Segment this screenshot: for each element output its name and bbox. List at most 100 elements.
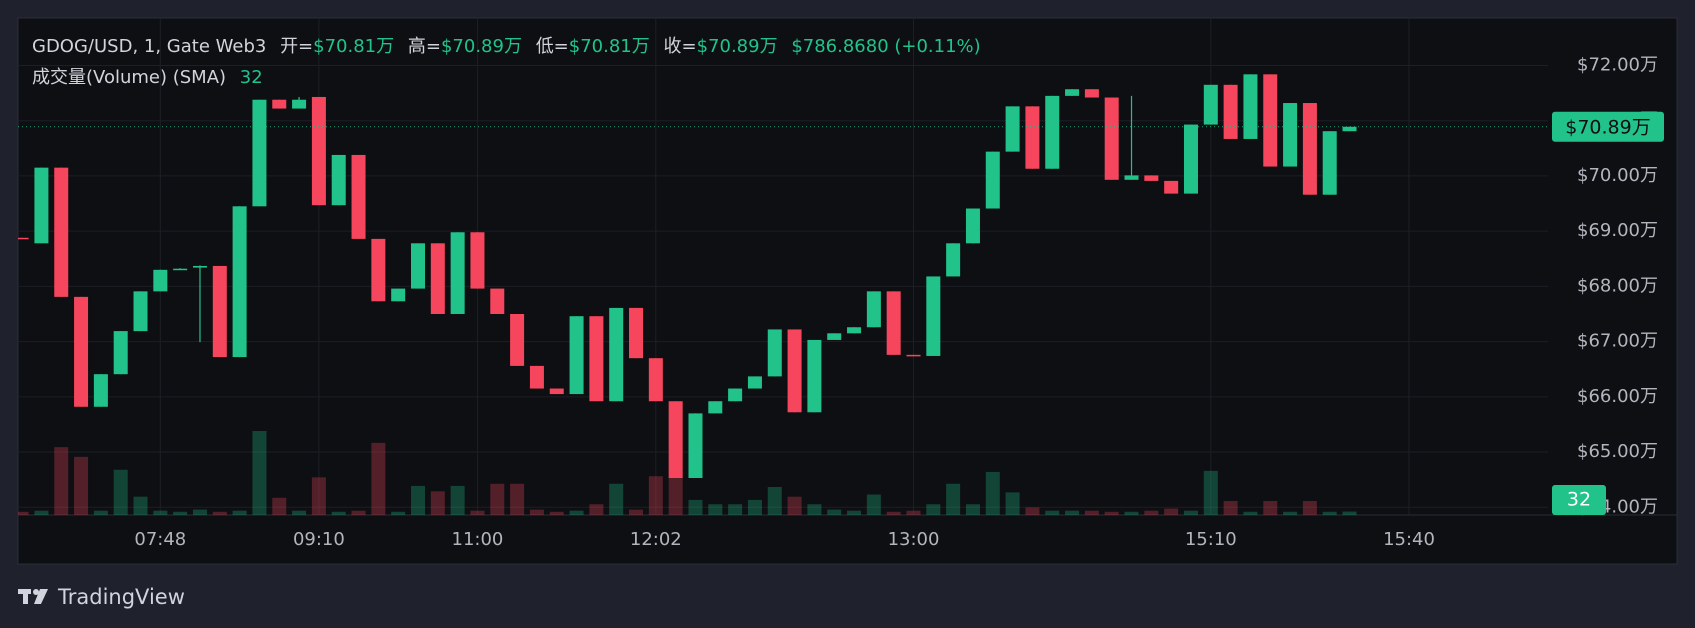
volume-bar	[212, 511, 227, 515]
candle-body	[886, 291, 901, 355]
candle-body	[450, 232, 465, 314]
volume-bar	[311, 477, 326, 515]
y-tick-label: $68.00万	[1577, 275, 1658, 296]
volume-bar	[728, 504, 743, 515]
candle-body	[1223, 84, 1238, 139]
candle-body	[331, 154, 346, 206]
volume-bar	[549, 511, 564, 515]
candle-body	[589, 316, 604, 402]
volume-bar	[34, 510, 49, 515]
volume-bar	[1302, 501, 1317, 515]
volume-bar	[490, 483, 505, 515]
legend-value: $70.89万	[441, 36, 522, 57]
candle-body	[1144, 175, 1159, 181]
candle-body	[1045, 95, 1060, 169]
candle-body	[311, 96, 326, 206]
volume-bar	[668, 476, 683, 515]
volume-bar	[1025, 507, 1040, 515]
candle-body	[1203, 84, 1218, 125]
candle-body	[985, 151, 1000, 209]
candle-body	[787, 329, 802, 413]
x-tick-label: 15:10	[1185, 529, 1237, 550]
x-tick-label: 09:10	[293, 529, 345, 550]
volume-bar	[54, 447, 69, 515]
legend-key: 高=	[408, 36, 441, 57]
candle-body	[371, 238, 386, 302]
volume-bar	[708, 504, 723, 515]
candle-body	[648, 358, 663, 402]
volume-tag-bg	[1552, 485, 1606, 515]
volume-bar	[1164, 508, 1179, 515]
volume-bar	[133, 496, 148, 515]
candle-body	[74, 296, 89, 407]
x-tick-label: 15:40	[1383, 529, 1435, 550]
volume-bar	[1203, 470, 1218, 515]
candle-body	[767, 329, 782, 377]
volume-bar	[965, 504, 980, 515]
legend-key: 收=	[664, 36, 697, 57]
legend-line: GDOG/USD, 1, Gate Web3 开=$70.81万 高=$70.8…	[32, 36, 981, 57]
candle-body	[688, 413, 703, 479]
legend-value: $70.81万	[569, 36, 650, 57]
brand: TradingView	[57, 585, 185, 609]
volume-bar	[1045, 510, 1060, 515]
price-tag: $70.89万	[1565, 116, 1650, 138]
candle-body	[1005, 106, 1020, 152]
candle-body	[807, 339, 822, 413]
volume-bar	[946, 483, 961, 515]
volume-bar	[232, 510, 247, 515]
volume-title: 成交量(Volume) (SMA)	[32, 67, 226, 88]
candle-body	[1283, 103, 1298, 167]
candle-body	[1322, 131, 1337, 195]
volume-bar	[252, 431, 267, 515]
volume-bar	[173, 511, 188, 515]
candle-body	[391, 288, 406, 302]
candle-body	[272, 99, 287, 109]
x-tick-label: 12:02	[630, 529, 682, 550]
candle-body	[510, 313, 525, 366]
candle-body	[173, 268, 188, 271]
x-tick-label: 11:00	[452, 529, 504, 550]
volume-bar	[529, 509, 544, 515]
candle-body	[1302, 103, 1317, 195]
candle-body	[490, 288, 505, 314]
volume-bar	[629, 509, 644, 515]
candle-body	[569, 316, 584, 395]
x-tick-label: 13:00	[888, 529, 940, 550]
candle-body	[232, 206, 247, 358]
candle-body	[747, 376, 762, 389]
brand-logo	[18, 589, 48, 604]
volume-bar	[985, 471, 1000, 515]
volume-bar	[589, 504, 604, 515]
grid	[18, 18, 1548, 515]
candle-body	[133, 291, 148, 332]
y-tick-label: $72.00万	[1577, 54, 1658, 75]
candle-body	[292, 99, 307, 109]
volume-bar	[430, 491, 445, 515]
volume-bar	[351, 510, 366, 515]
volume-bar	[906, 510, 921, 515]
volume-bar	[926, 504, 941, 515]
volume-bar	[1322, 511, 1337, 515]
volume-bar	[153, 510, 168, 515]
volume-legend: 成交量(Volume) (SMA) 32	[32, 67, 263, 88]
y-tick-label: $65.00万	[1577, 441, 1658, 462]
volume-bar	[807, 504, 822, 515]
volume-bar	[688, 499, 703, 515]
candle-body	[866, 291, 881, 328]
legend-value: $70.81万	[313, 36, 394, 57]
candle-body	[351, 154, 366, 239]
volume-bar	[569, 510, 584, 515]
volume-bar	[1223, 501, 1238, 515]
candle-body	[192, 265, 207, 268]
candle-body	[1025, 106, 1040, 169]
volume-bar	[1342, 511, 1357, 515]
volume-bar	[827, 509, 842, 515]
candle-body	[153, 269, 168, 292]
candle-body	[668, 401, 683, 479]
volume-bar	[470, 510, 485, 515]
legend-value: $70.89万	[697, 36, 778, 57]
change: $786.8680 (+0.11%)	[791, 36, 980, 57]
volume-bar	[18, 511, 29, 515]
